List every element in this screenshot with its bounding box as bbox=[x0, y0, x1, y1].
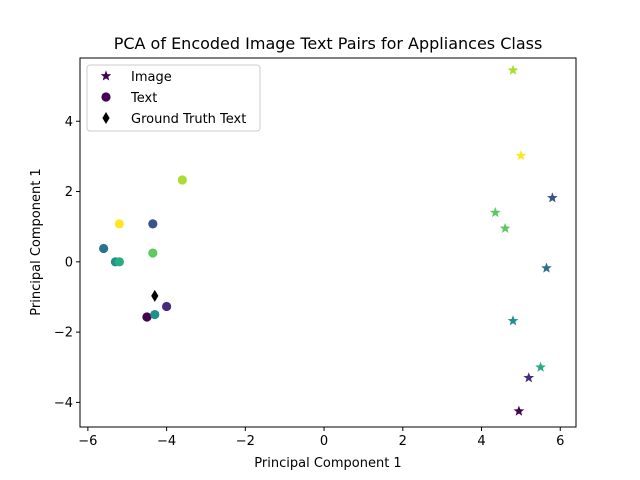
diamond-point bbox=[151, 289, 159, 302]
legend-marker bbox=[100, 70, 112, 81]
circle-point bbox=[99, 243, 109, 254]
series-image bbox=[489, 64, 558, 416]
x-tick-label: 2 bbox=[399, 434, 407, 449]
y-tick-label: 4 bbox=[65, 115, 73, 130]
circle-point bbox=[150, 309, 160, 320]
legend-marker bbox=[101, 92, 111, 102]
y-axis-label: Principal Component 1 bbox=[29, 168, 44, 315]
y-tick-label: 2 bbox=[65, 185, 73, 200]
y-tick-label: −2 bbox=[54, 326, 73, 341]
star-point bbox=[507, 315, 519, 326]
series-text bbox=[99, 175, 187, 322]
x-tick-label: 4 bbox=[477, 434, 485, 449]
star-point bbox=[499, 222, 511, 233]
x-tick-label: −4 bbox=[157, 434, 176, 449]
legend-label: Text bbox=[130, 91, 157, 106]
legend-label: Image bbox=[131, 70, 172, 85]
legend-label: Ground Truth Text bbox=[131, 112, 246, 127]
star-point bbox=[547, 192, 558, 203]
star-point bbox=[489, 207, 501, 218]
circle-point bbox=[148, 248, 158, 258]
circle-point bbox=[162, 301, 172, 312]
y-tick-label: 0 bbox=[65, 255, 73, 270]
legend-box bbox=[86, 64, 261, 132]
x-tick-label: −6 bbox=[78, 434, 97, 449]
x-axis: −6 −4 −2 0 2 4 6 bbox=[78, 427, 564, 449]
star-point bbox=[507, 64, 519, 75]
x-tick-label: 0 bbox=[320, 434, 328, 449]
circle-point bbox=[142, 312, 152, 322]
x-tick-label: −2 bbox=[236, 434, 255, 449]
x-tick-label: 6 bbox=[556, 434, 564, 449]
legend-marker bbox=[102, 112, 110, 124]
plot-area bbox=[99, 64, 558, 416]
circle-point bbox=[114, 219, 124, 229]
star-point bbox=[515, 150, 527, 161]
circle-point bbox=[148, 219, 158, 229]
chart-title: PCA of Encoded Image Text Pairs for Appl… bbox=[114, 34, 543, 53]
star-point bbox=[541, 262, 552, 273]
circle-point bbox=[177, 175, 187, 185]
series-ground-truth-text bbox=[151, 289, 159, 302]
x-axis-label: Principal Component 1 bbox=[254, 456, 401, 471]
star-point bbox=[535, 361, 546, 372]
y-axis: −4 −2 0 2 4 bbox=[54, 115, 80, 411]
star-point bbox=[523, 372, 535, 383]
circle-point bbox=[114, 257, 124, 267]
y-tick-label: −4 bbox=[54, 396, 73, 411]
plot-frame bbox=[79, 57, 577, 428]
legend: Image Text Ground Truth Text bbox=[86, 64, 261, 132]
star-point bbox=[513, 405, 525, 416]
